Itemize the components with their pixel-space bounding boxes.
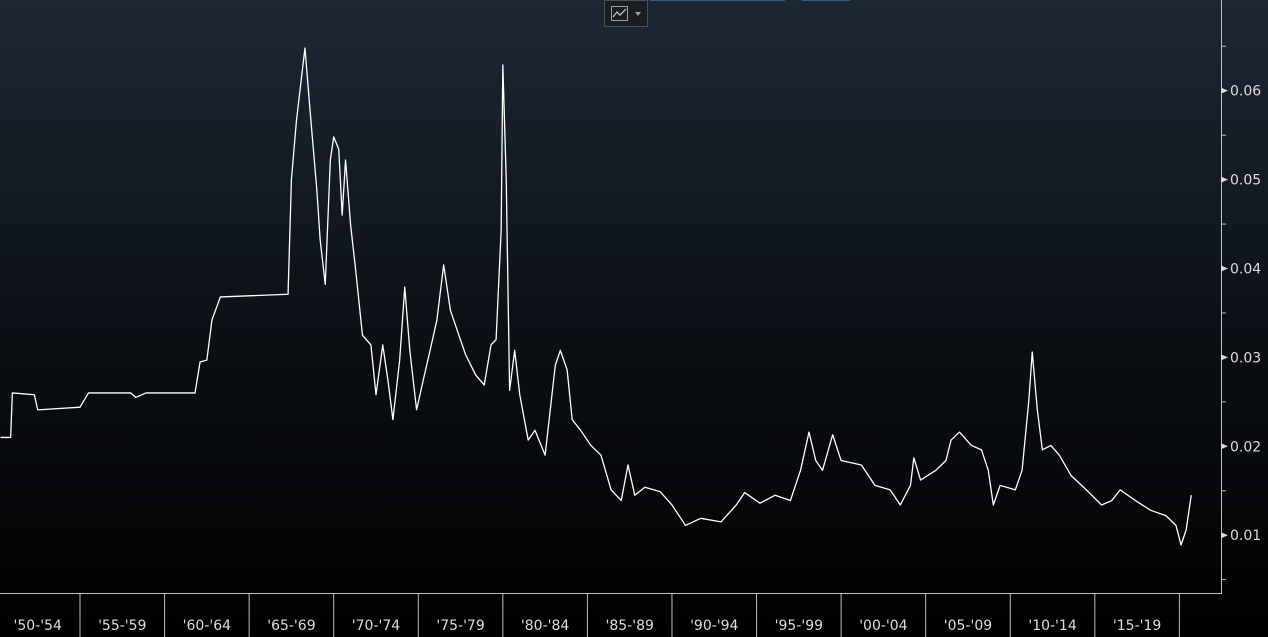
- y-tick-label: 0.06: [1230, 84, 1261, 100]
- x-tick-label: '65-'69: [267, 618, 315, 634]
- y-tick-label: 0.04: [1230, 261, 1261, 277]
- button-caret: [635, 12, 641, 16]
- data-line: [0, 47, 1192, 546]
- x-tick-label: '15-'19: [1113, 618, 1161, 634]
- x-tick-label: '55-'59: [98, 618, 146, 634]
- y-tick: [1221, 354, 1228, 361]
- y-tick-label: 0.02: [1230, 439, 1261, 455]
- x-tick-label: '90-'94: [690, 618, 738, 634]
- x-tick-label: '75-'79: [436, 618, 484, 634]
- y-tick: [1221, 176, 1228, 183]
- y-tick-label: 0.05: [1230, 173, 1261, 189]
- button-frame: [604, 0, 648, 27]
- x-tick-label: '60-'64: [183, 618, 231, 634]
- y-tick: [1221, 87, 1228, 94]
- y-tick: [1221, 265, 1228, 272]
- y-tick: [1221, 532, 1228, 539]
- y-tick-label: 0.03: [1230, 350, 1261, 366]
- x-tick-label: '10-'14: [1028, 618, 1076, 634]
- button-icon: [612, 8, 627, 18]
- x-tick-label: '70-'74: [352, 618, 400, 634]
- y-tick-label: 0.01: [1230, 528, 1261, 544]
- x-tick-label: '85-'89: [606, 618, 654, 634]
- y-tick: [1221, 443, 1228, 450]
- button-icon: [611, 6, 628, 21]
- x-tick-label: '05-'09: [944, 618, 992, 634]
- x-tick-label: '00-'04: [859, 618, 907, 634]
- x-tick-label: '80-'84: [521, 618, 569, 634]
- x-tick-label: '50-'54: [14, 618, 62, 634]
- x-tick-label: '95-'99: [775, 618, 823, 634]
- chart-type-button[interactable]: [604, 0, 648, 27]
